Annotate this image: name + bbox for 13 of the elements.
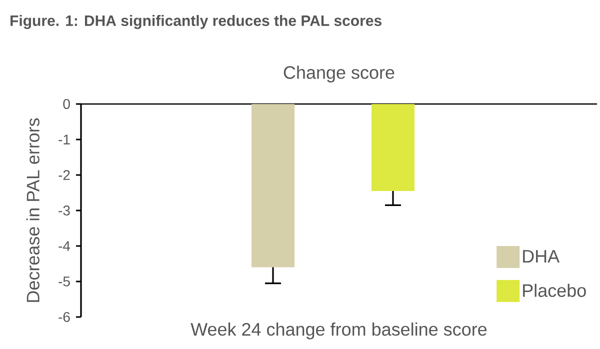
- y-tick-label: -5: [58, 276, 70, 286]
- y-tick-label: 0: [63, 99, 70, 109]
- chart-subtitle: Change score: [284, 66, 394, 82]
- y-tick-label: -2: [58, 170, 70, 180]
- legend-label: Placebo: [523, 284, 586, 297]
- legend-label: DHA: [523, 250, 560, 262]
- x-axis-title: Week 24 change from baseline score: [190, 322, 487, 340]
- chart-title: Figure. 1: DHA significantly reduces the PAL scores: [10, 14, 382, 30]
- y-tick-label: -3: [58, 206, 70, 216]
- y-axis-title: Decrease in PAL errors: [26, 118, 40, 302]
- y-tick-label: -6: [58, 312, 70, 322]
- y-tick-label: -1: [58, 134, 70, 144]
- y-tick-label: -4: [58, 241, 70, 251]
